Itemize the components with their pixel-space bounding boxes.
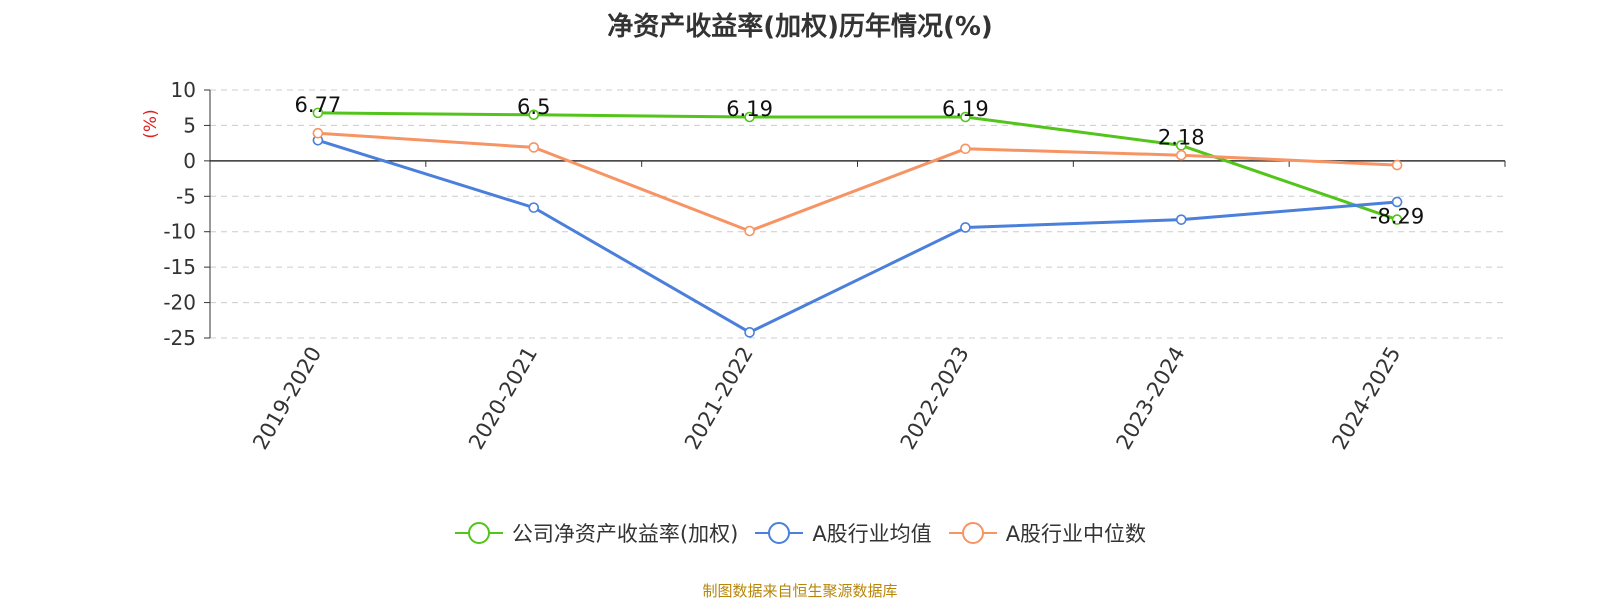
y-tick-label: 5 <box>183 113 196 137</box>
y-tick-label: -5 <box>176 184 196 208</box>
data-label: -8.29 <box>1370 205 1424 229</box>
legend-label-industry-median: A股行业中位数 <box>1005 522 1147 546</box>
data-label: 6.19 <box>726 97 773 121</box>
y-tick-label: 0 <box>183 149 196 173</box>
data-point <box>1175 214 1187 225</box>
legend-item-industry-mean[interactable]: A股行业均值 <box>754 518 932 548</box>
x-tick-label: 2020-2021 <box>464 343 542 454</box>
data-point <box>1391 159 1403 171</box>
data-point <box>1391 196 1403 208</box>
data-label: 6.19 <box>942 97 989 121</box>
y-tick-label: -10 <box>163 220 196 244</box>
data-point <box>744 111 755 123</box>
series-lines <box>312 107 1403 338</box>
y-tick-label: -25 <box>163 326 196 350</box>
data-point <box>312 107 324 119</box>
data-label: 6.77 <box>295 93 342 117</box>
legend-item-industry-median[interactable]: A股行业中位数 <box>948 518 1146 548</box>
series-line-2 <box>317 131 1398 233</box>
data-point <box>312 127 324 139</box>
data-point <box>1175 149 1187 161</box>
legend-label-company: 公司净资产收益率(加权) <box>511 522 739 546</box>
x-tick-label: 2022-2023 <box>896 343 974 454</box>
grid-lines <box>210 89 1505 339</box>
series-line-1 <box>317 138 1398 334</box>
data-point <box>960 222 971 233</box>
y-tick-label: -20 <box>163 291 196 315</box>
chart-title: 净资产收益率(加权)历年情况(%) <box>607 12 993 42</box>
legend-marker-industry-mean <box>755 522 804 544</box>
x-tick-label: 2019-2020 <box>248 343 326 454</box>
data-point <box>528 142 540 153</box>
data-point <box>744 327 755 338</box>
data-point <box>744 225 755 237</box>
y-axis-title: (%) <box>141 109 161 138</box>
x-tick-label: 2023-2024 <box>1112 343 1190 454</box>
legend-marker-industry-median <box>948 522 997 544</box>
legend-marker-company <box>454 522 503 544</box>
data-source-note: 制图数据来自恒生聚源数据库 <box>702 582 898 600</box>
legend: 公司净资产收益率(加权) A股行业均值 A股行业中位数 <box>0 518 1600 548</box>
legend-item-company[interactable]: 公司净资产收益率(加权) <box>454 518 738 548</box>
data-point <box>528 202 540 213</box>
data-label: 6.5 <box>517 95 550 119</box>
data-point <box>528 109 540 121</box>
y-tick-label: 10 <box>171 78 196 102</box>
line-chart: 10 5 0 -5 -10 -15 -20 -25 (%) 2019-2020 2020-2021 2… <box>141 78 1506 454</box>
legend-label-industry-mean: A股行业均值 <box>812 522 932 546</box>
data-point <box>960 143 971 155</box>
x-tick-label: 2024-2025 <box>1327 343 1405 454</box>
data-label: 2.18 <box>1158 125 1205 149</box>
y-tick-label: -15 <box>163 255 196 279</box>
data-point <box>1391 214 1403 225</box>
data-point <box>960 111 971 123</box>
data-labels: 6.77 6.5 6.19 6.19 2.18 -8.29 <box>295 93 1425 229</box>
x-tick-label: 2021-2022 <box>680 343 758 454</box>
